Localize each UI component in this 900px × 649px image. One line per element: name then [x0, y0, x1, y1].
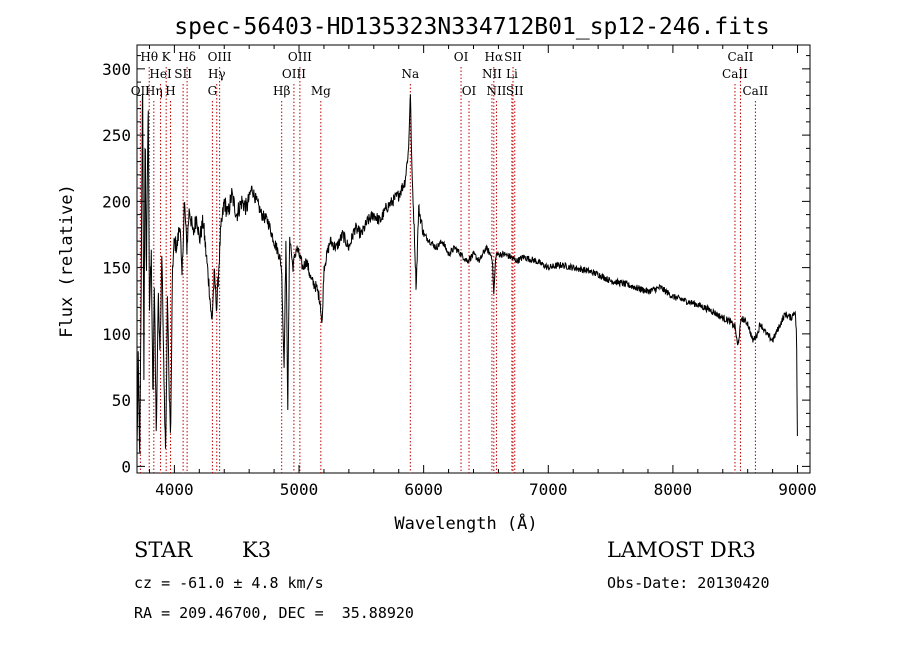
line-label: OIII	[288, 50, 312, 64]
line-label: NII	[482, 67, 502, 81]
line-label: H	[165, 84, 175, 98]
y-tick-label: 0	[121, 457, 131, 476]
line-label: OI	[462, 84, 477, 98]
line-label: Hθ	[140, 50, 158, 64]
x-tick-label: 8000	[654, 480, 693, 499]
object-subclass: K3	[242, 538, 272, 562]
observation-date: Obs-Date: 20130420	[607, 574, 770, 592]
coordinates: RA = 209.46700, DEC = 35.88920	[134, 604, 414, 622]
plot-frame	[136, 44, 811, 474]
line-label: NII	[486, 84, 506, 98]
y-axis-label: Flux (relative)	[57, 184, 77, 338]
line-label: K	[162, 50, 172, 64]
line-label: Hη	[145, 84, 163, 98]
x-tick-label: 6000	[404, 480, 443, 499]
line-label: Hδ	[178, 50, 196, 64]
line-label: CaII	[742, 84, 768, 98]
line-markers	[139, 67, 756, 473]
line-label: Hβ	[273, 84, 290, 98]
line-label: Na	[401, 67, 419, 81]
y-tick-label: 50	[112, 391, 131, 410]
x-axis-ticks: 4000 5000 6000 7000 8000 9000	[148, 45, 817, 499]
line-label: OIII	[208, 50, 232, 64]
line-label: OIII	[282, 67, 306, 81]
x-tick-label: 9000	[778, 480, 817, 499]
line-label: CaII	[722, 67, 748, 81]
x-tick-label: 7000	[529, 480, 568, 499]
line-label: Hγ	[208, 67, 226, 81]
survey-label: LAMOST DR3	[607, 538, 756, 562]
y-tick-label: 200	[102, 192, 131, 211]
line-label: G	[208, 84, 218, 98]
y-tick-label: 150	[102, 259, 131, 278]
line-label: CaII	[728, 50, 754, 64]
y-tick-label: 300	[102, 60, 131, 79]
flux-series-line	[136, 93, 798, 453]
line-label: SII	[174, 67, 192, 81]
line-label: SII	[506, 84, 524, 98]
line-label: OI	[454, 50, 469, 64]
line-label: HeI	[149, 67, 172, 81]
chart-title: spec-56403-HD135323N334712B01_sp12-246.f…	[174, 14, 769, 40]
redshift-cz: cz = -61.0 ± 4.8 km/s	[134, 574, 324, 592]
x-tick-label: 5000	[280, 480, 319, 499]
y-tick-label: 250	[102, 126, 131, 145]
object-class: STAR	[134, 538, 193, 562]
line-label: Mg	[311, 84, 331, 98]
x-tick-label: 4000	[155, 480, 194, 499]
line-label: Hα	[485, 50, 504, 64]
y-axis-ticks: 0 50 100 150 200 250 300	[102, 55, 810, 476]
line-label: SII	[504, 50, 522, 64]
x-axis-label: Wavelength (Å)	[394, 512, 537, 534]
y-tick-label: 100	[102, 325, 131, 344]
line-label: OII	[131, 84, 151, 98]
line-label: Li	[506, 67, 518, 81]
